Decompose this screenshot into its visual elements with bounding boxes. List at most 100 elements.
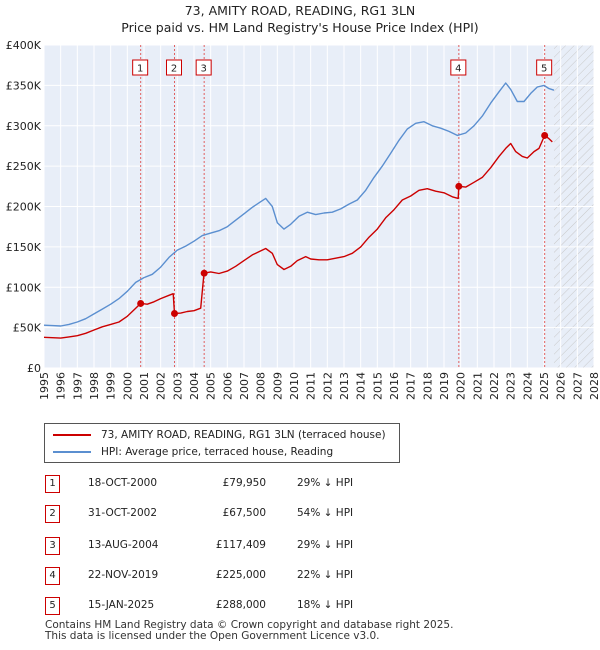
- x-tick-label: 2021: [471, 372, 484, 400]
- footer-copyright: Contains HM Land Registry data © Crown c…: [45, 619, 454, 631]
- sale-point: [200, 269, 208, 277]
- x-tick-label: 2015: [371, 372, 384, 400]
- sale-markers: 1 2 3 4 5: [132, 59, 553, 76]
- x-tick-label: 2017: [405, 372, 418, 400]
- sale-marker-box: [536, 59, 553, 76]
- footer-licence: This data is licensed under the Open Gov…: [45, 630, 380, 642]
- legend-swatch-property: [53, 434, 91, 436]
- x-tick-label: 2019: [438, 372, 451, 400]
- x-tick-label: 2008: [255, 372, 268, 400]
- x-tick-label: 2013: [338, 372, 351, 400]
- sale-row: 3 13-AUG-2004 £117,409 29% ↓ HPI: [0, 537, 600, 557]
- legend: 73, AMITY ROAD, READING, RG1 3LN (terrac…: [44, 423, 400, 463]
- x-tick-label: 2018: [421, 372, 434, 400]
- sale-hpi-diff: 18% ↓ HPI: [297, 599, 354, 611]
- sale-price: £225,000: [215, 569, 266, 581]
- x-tick-label: 2011: [305, 372, 318, 400]
- x-tick-label: 1999: [105, 372, 118, 400]
- sale-marker-box: [450, 59, 467, 76]
- sale-point: [455, 182, 463, 190]
- x-tick-label: 2009: [271, 372, 284, 400]
- sale-date: 15-JAN-2025: [88, 599, 155, 611]
- sale-number-badge: 4: [45, 567, 60, 585]
- sale-hpi-diff: 22% ↓ HPI: [297, 569, 354, 581]
- sale-date: 22-NOV-2019: [88, 569, 159, 581]
- x-tick-label: 2022: [488, 372, 501, 400]
- sale-point: [137, 299, 145, 307]
- x-tick-label: 2025: [538, 372, 551, 400]
- y-tick-label: £100K: [6, 281, 42, 294]
- legend-label-hpi: HPI: Average price, terraced house, Read…: [101, 446, 334, 458]
- chart-title-line1: 73, AMITY ROAD, READING, RG1 3LN: [184, 3, 416, 18]
- x-tick-label: 2002: [155, 372, 168, 400]
- sale-marker-box: [132, 59, 149, 76]
- x-tick-label: 2023: [505, 372, 518, 400]
- x-tick-label: 2004: [188, 372, 201, 400]
- axis-labels: £0 £50K £100K £150K £200K £250K £300K £350K £400…: [6, 39, 600, 400]
- sale-marker-label: 1: [137, 64, 143, 75]
- x-tick-label: 1995: [38, 372, 51, 400]
- y-tick-label: £400K: [6, 39, 42, 52]
- x-tick-label: 2010: [288, 372, 301, 400]
- x-tick-label: 2012: [321, 372, 334, 400]
- x-tick-label: 2016: [388, 372, 401, 400]
- x-tick-label: 2027: [571, 372, 584, 400]
- sale-number-badge: 5: [45, 597, 60, 615]
- sale-point: [541, 131, 549, 139]
- x-tick-label: 2001: [138, 372, 151, 400]
- sale-price: £288,000: [215, 599, 266, 611]
- sale-point: [171, 309, 178, 317]
- x-tick-label: 2014: [355, 372, 368, 400]
- y-tick-label: £200K: [6, 201, 42, 214]
- sale-hpi-diff: 29% ↓ HPI: [297, 477, 354, 489]
- sale-price: £67,500: [222, 507, 266, 519]
- x-tick-label: 1997: [71, 372, 84, 400]
- sale-marker-label: 2: [171, 64, 177, 75]
- sale-number-badge: 2: [45, 505, 60, 523]
- x-tick-label: 1996: [55, 372, 68, 400]
- sale-row: 5 15-JAN-2025 £288,000 18% ↓ HPI: [0, 597, 600, 617]
- sale-date: 18-OCT-2000: [88, 477, 157, 489]
- sale-marker-label: 4: [455, 64, 461, 75]
- x-tick-label: 2028: [588, 372, 600, 400]
- footer: Contains HM Land Registry data © Crown c…: [45, 620, 453, 642]
- sale-date: 31-OCT-2002: [88, 507, 157, 519]
- chart-title-line2: Price paid vs. HM Land Registry's House …: [121, 20, 479, 35]
- legend-label-property: 73, AMITY ROAD, READING, RG1 3LN (terrac…: [101, 429, 386, 441]
- y-tick-label: £250K: [6, 160, 42, 173]
- y-tick-label: £300K: [6, 120, 42, 133]
- x-tick-label: 2020: [455, 372, 468, 400]
- sale-hpi-diff: 29% ↓ HPI: [297, 539, 354, 551]
- legend-swatch-hpi: [53, 451, 91, 453]
- y-tick-label: £350K: [6, 79, 42, 92]
- sale-price: £79,950: [222, 477, 266, 489]
- sale-row: 2 31-OCT-2002 £67,500 54% ↓ HPI: [0, 505, 600, 525]
- chart-title: 73, AMITY ROAD, READING, RG1 3LN Price p…: [0, 2, 600, 36]
- x-tick-label: 1998: [88, 372, 101, 400]
- x-tick-label: 2003: [171, 372, 184, 400]
- sale-number-badge: 3: [45, 537, 60, 555]
- sale-date: 13-AUG-2004: [88, 539, 159, 551]
- x-tick-label: 2024: [521, 372, 534, 400]
- x-tick-label: 2006: [221, 372, 234, 400]
- sale-marker-box: [166, 59, 182, 76]
- sale-marker-box: [195, 59, 212, 76]
- sale-hpi-diff: 54% ↓ HPI: [297, 507, 354, 519]
- price-chart: 1 2 3 4 5 £0 £50K £100K £150K £200K £250K £300K £35…: [6, 39, 600, 400]
- x-tick-label: 2007: [238, 372, 251, 400]
- sale-row: 4 22-NOV-2019 £225,000 22% ↓ HPI: [0, 567, 600, 587]
- sale-marker-label: 5: [541, 64, 547, 75]
- y-tick-label: £150K: [6, 241, 42, 254]
- x-tick-label: 2005: [205, 372, 218, 400]
- sale-marker-label: 3: [200, 64, 206, 75]
- sale-price: £117,409: [215, 539, 266, 551]
- sale-number-badge: 1: [45, 475, 60, 493]
- hpi-line: [43, 82, 555, 327]
- sale-points: [137, 131, 549, 317]
- x-tick-label: 2000: [121, 372, 134, 400]
- sale-row: 1 18-OCT-2000 £79,950 29% ↓ HPI: [0, 475, 600, 495]
- y-tick-label: £50K: [13, 322, 42, 335]
- x-tick-label: 2026: [555, 372, 568, 400]
- grid: [43, 44, 595, 369]
- y-tick-label: £0: [27, 362, 41, 375]
